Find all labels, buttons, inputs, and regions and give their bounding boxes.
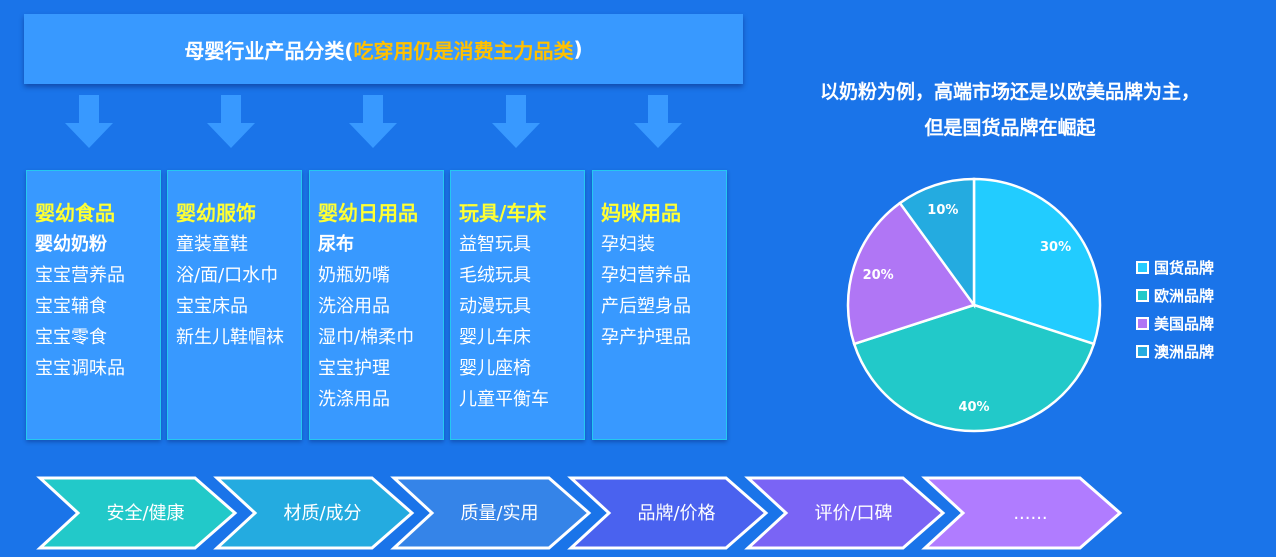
factor-chevron: ...... (921, 476, 1123, 550)
legend-item: 欧洲品牌 (1136, 281, 1214, 309)
title-close: ) (573, 37, 583, 61)
category-card: 婴幼日用品尿布奶瓶奶嘴洗浴用品湿巾/棉柔巾 宝宝护理洗涤用品 (309, 170, 444, 440)
legend-swatch (1136, 316, 1149, 330)
category-item: 宝宝床品 (176, 296, 248, 317)
factor-chevron: 安全/健康 (36, 476, 238, 550)
category-heading: 妈咪用品 (601, 201, 681, 225)
category-item: 洗浴用品 (318, 296, 390, 317)
category-item: 孕妇装 (601, 234, 655, 255)
category-card: 婴幼服饰童装童鞋浴/面/口水巾 宝宝床品新生儿鞋帽袜 (167, 170, 302, 440)
category-item: 童装童鞋 (176, 234, 248, 255)
category-item: 婴幼奶粉 (35, 234, 107, 255)
category-card: 妈咪用品孕妇装孕妇营养品产后塑身品孕产护理品 (592, 170, 727, 440)
pie-legend: 国货品牌欧洲品牌美国品牌澳洲品牌 (1136, 253, 1214, 365)
factor-chevron: 评价/口碑 (744, 476, 946, 550)
factor-chevron: 品牌/价格 (567, 476, 769, 550)
legend-label: 国货品牌 (1154, 258, 1215, 277)
category-item: 孕妇营养品 (601, 265, 691, 286)
category-item: 毛绒玩具 (459, 265, 531, 286)
category-item: 婴儿车床 (459, 327, 531, 348)
category-heading: 婴幼日用品 (318, 201, 418, 225)
factor-label: 品牌/价格 (637, 503, 715, 524)
factor-label: ...... (1013, 503, 1047, 524)
pie-chart: 30% 40% 20% 10% (846, 177, 1102, 433)
pie-slice-1 (852, 303, 1096, 433)
category-item: 浴/面/口水巾 (176, 265, 279, 286)
category-item: 尿布 (318, 234, 354, 255)
down-arrow-icon (349, 95, 397, 148)
category-item: 宝宝护理 (318, 358, 390, 379)
legend-label: 澳洲品牌 (1154, 342, 1215, 361)
subtitle-line-1: 以奶粉为例，高端市场还是以欧美品牌为主， (819, 81, 1200, 103)
category-item: 洗涤用品 (318, 389, 390, 410)
category-heading: 玩具/车床 (459, 201, 547, 225)
pie-label-1: 40% (958, 400, 989, 415)
factor-label: 评价/口碑 (814, 503, 892, 524)
category-item: 婴儿座椅 (459, 358, 531, 379)
pie-subtitle: 以奶粉为例，高端市场还是以欧美品牌为主， 但是国货品牌在崛起 (760, 74, 1260, 146)
down-arrow-icon (207, 95, 255, 148)
down-arrow-icon (492, 95, 540, 148)
category-item: 动漫玩具 (459, 296, 531, 317)
category-item: 新生儿鞋帽袜 (176, 327, 284, 348)
factor-chevron: 材质/成分 (213, 476, 415, 550)
legend-swatch (1136, 344, 1149, 358)
pie-slice-0 (972, 177, 1102, 346)
factor-label: 质量/实用 (460, 503, 538, 524)
legend-label: 美国品牌 (1154, 314, 1215, 333)
title-highlight: 吃穿用仍是消费主力品类 (353, 38, 574, 63)
pie-label-0: 30% (1040, 240, 1071, 255)
category-item: 益智玩具 (459, 234, 531, 255)
title-main: 母婴行业产品分类( (184, 38, 354, 63)
legend-swatch (1136, 288, 1149, 302)
pie-label-2: 20% (863, 268, 894, 283)
category-item: 儿童平衡车 (459, 389, 549, 410)
category-item: 宝宝辅食 (35, 296, 107, 317)
factor-chevrons: 安全/健康 材质/成分 质量/实用 品牌/价格 评价/口碑...... (36, 476, 1123, 550)
pie-label-3: 10% (927, 203, 958, 218)
factor-label: 安全/健康 (106, 503, 184, 524)
down-arrow-icon (634, 95, 682, 148)
page-title: 母婴行业产品分类(吃穿用仍是消费主力品类) (24, 14, 743, 84)
factor-label: 材质/成分 (283, 503, 361, 524)
category-item: 宝宝调味品 (35, 358, 125, 379)
category-item: 湿巾/棉柔巾 (318, 327, 415, 348)
category-item: 孕产护理品 (601, 327, 691, 348)
legend-label: 欧洲品牌 (1154, 286, 1215, 305)
factor-chevron: 质量/实用 (390, 476, 592, 550)
legend-item: 国货品牌 (1136, 253, 1214, 281)
category-heading: 婴幼食品 (35, 201, 115, 225)
subtitle-line-2: 但是国货品牌在崛起 (924, 117, 1096, 139)
category-card: 婴幼食品婴幼奶粉宝宝营养品宝宝辅食宝宝零食宝宝调味品 (26, 170, 161, 440)
category-heading: 婴幼服饰 (176, 201, 256, 225)
category-item: 奶瓶奶嘴 (318, 265, 390, 286)
down-arrow-icon (65, 95, 113, 148)
category-item: 宝宝营养品 (35, 265, 125, 286)
category-card: 玩具/车床益智玩具毛绒玩具动漫玩具婴儿车床婴儿座椅儿童平衡车 (450, 170, 585, 440)
pie-slice-2 (846, 201, 977, 346)
category-item: 产后塑身品 (601, 296, 691, 317)
legend-item: 澳洲品牌 (1136, 337, 1214, 365)
legend-item: 美国品牌 (1136, 309, 1214, 337)
pie-slice-3 (898, 177, 976, 309)
category-item: 宝宝零食 (35, 327, 107, 348)
legend-swatch (1136, 260, 1149, 274)
